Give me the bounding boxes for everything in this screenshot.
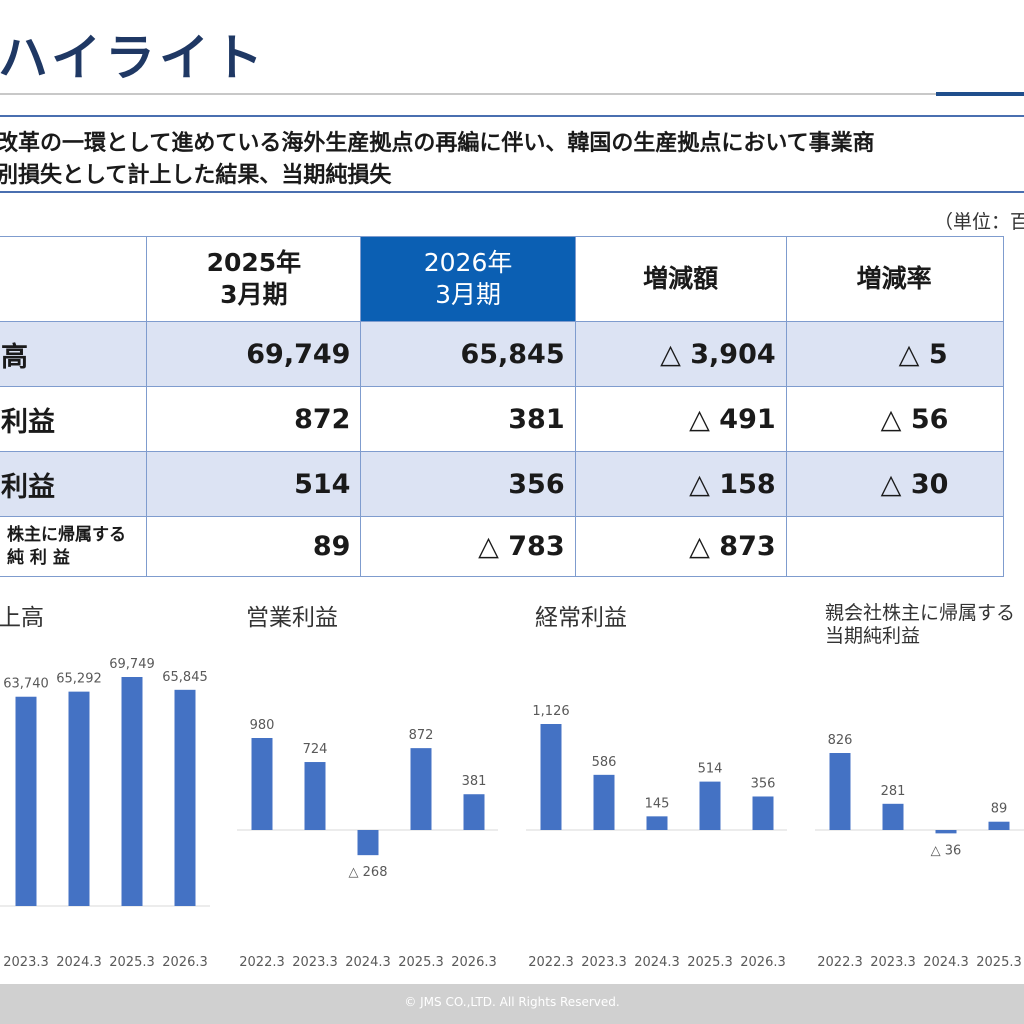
summary-box: 改革の一環として進めている海外生産拠点の再編に伴い、韓国の生産拠点において事業商… [0, 115, 1024, 193]
category-label: 2025.3 [687, 955, 733, 970]
category-label: 2026.3 [451, 955, 497, 970]
category-label: 2026.3 [162, 955, 208, 970]
financial-table: 2025年 3月期 2026年 3月期 増減額 増減率 高 69,749 65,… [0, 236, 1005, 577]
row-label: 利益 [0, 451, 148, 517]
table-row: 利益 872 381 △ 491 △ 56 [0, 386, 1005, 452]
cell-change: △ 158 [574, 451, 787, 517]
summary-line-1: 改革の一環として進めている海外生産拠点の再編に伴い、韓国の生産拠点において事業商 [0, 131, 875, 156]
summary-line-2: 別損失として計上した結果、当期純損失 [0, 163, 392, 188]
copyright-text: © JMS CO.,LTD. All Rights Reserved. [404, 995, 620, 1009]
data-label: △ 36 [931, 843, 962, 858]
category-label: 2026.3 [740, 955, 786, 970]
cell-change: △ 3,904 [574, 321, 787, 387]
category-label: 2023.3 [292, 955, 338, 970]
chart-title-sales: 上高 [0, 605, 44, 631]
cell-fy2026: 356 [360, 451, 576, 517]
title-accent-bar [936, 92, 1024, 96]
data-label: 381 [462, 774, 487, 789]
table-header-change-rate: 増減率 [785, 236, 1005, 322]
data-label: 145 [645, 796, 670, 811]
chart-title-ordinary-income: 経常利益 [535, 605, 627, 631]
bar [174, 689, 196, 906]
bar [121, 677, 143, 906]
bar [699, 781, 721, 830]
table-header-row: 2025年 3月期 2026年 3月期 増減額 増減率 [0, 236, 1005, 322]
chart-title-operating-income: 営業利益 [246, 605, 338, 631]
data-label: 63,740 [3, 677, 49, 692]
cell-fy2025: 872 [146, 386, 362, 452]
chart-title-net-income: 親会社株主に帰属する 当期純利益 [825, 602, 1016, 647]
bar [593, 774, 615, 830]
bar [251, 738, 273, 830]
category-label: 2024.3 [634, 955, 680, 970]
bar [882, 803, 904, 830]
category-label: 2024.3 [345, 955, 391, 970]
bar [829, 753, 851, 830]
data-label: 89 [991, 802, 1008, 817]
footer-bar: © JMS CO.,LTD. All Rights Reserved. [0, 984, 1024, 1024]
page-title: ハイライト [0, 29, 267, 87]
category-label: 2022.3 [528, 955, 574, 970]
data-label: 356 [751, 776, 776, 791]
category-label: 2025.3 [109, 955, 155, 970]
data-label: △ 268 [349, 865, 388, 880]
table-row: 高 69,749 65,845 △ 3,904 △ 5 [0, 321, 1005, 387]
data-label: 514 [698, 762, 723, 777]
table-header-fy2025: 2025年 3月期 [146, 236, 362, 322]
table-row: 株主に帰属する 純 利 益 89 △ 783 △ 873 [0, 516, 1005, 577]
cell-change-rate [785, 516, 1005, 577]
cell-change-rate: △ 30 [785, 451, 1005, 517]
category-label: 2024.3 [923, 955, 969, 970]
row-label: 高 [0, 321, 148, 387]
table-row: 利益 514 356 △ 158 △ 30 [0, 451, 1005, 517]
cell-fy2026: △ 783 [360, 516, 576, 577]
table-header-blank [0, 236, 148, 322]
category-label: 2023.3 [581, 955, 627, 970]
bar [68, 691, 90, 906]
data-label: 826 [828, 733, 853, 748]
cell-fy2025: 89 [146, 516, 362, 577]
category-label: 2022.3 [817, 955, 863, 970]
cell-change: △ 491 [574, 386, 787, 452]
cell-change-rate: △ 56 [785, 386, 1005, 452]
bar [646, 816, 668, 830]
bar [304, 762, 326, 830]
cell-change-rate: △ 5 [785, 321, 1005, 387]
cell-fy2025: 69,749 [146, 321, 362, 387]
category-label: 2023.3 [3, 955, 49, 970]
title-divider [0, 93, 1024, 95]
unit-note: （単位：百 [934, 211, 1024, 233]
table-header-change: 増減額 [574, 236, 787, 322]
table-header-fy2026: 2026年 3月期 [360, 236, 576, 322]
data-label: 65,845 [162, 670, 208, 685]
charts-area: 63,740 2023.3 65,292 2024.3 69,749 2025.3 65,8… [0, 657, 1024, 970]
cell-fy2025: 514 [146, 451, 362, 517]
bar [540, 724, 562, 830]
cell-fy2026: 381 [360, 386, 576, 452]
category-label: 2024.3 [56, 955, 102, 970]
row-label: 株主に帰属する 純 利 益 [0, 516, 148, 577]
data-label: 586 [592, 755, 617, 770]
category-label: 2025.3 [976, 955, 1022, 970]
bar [463, 794, 485, 830]
data-label: 1,126 [532, 704, 569, 719]
data-label: 65,292 [56, 672, 102, 687]
data-label: 69,749 [109, 657, 155, 672]
cell-change: △ 873 [574, 516, 787, 577]
bar [410, 748, 432, 830]
bar [988, 821, 1010, 830]
category-label: 2025.3 [398, 955, 444, 970]
bar [752, 796, 774, 830]
data-label: 980 [250, 718, 275, 733]
row-label: 利益 [0, 386, 148, 452]
category-label: 2023.3 [870, 955, 916, 970]
category-label: 2022.3 [239, 955, 285, 970]
bar [15, 696, 37, 906]
cell-fy2026: 65,845 [360, 321, 576, 387]
bar [357, 830, 379, 856]
data-label: 724 [303, 742, 328, 757]
data-label: 281 [881, 784, 906, 799]
bar [935, 830, 957, 834]
data-label: 872 [409, 728, 434, 743]
